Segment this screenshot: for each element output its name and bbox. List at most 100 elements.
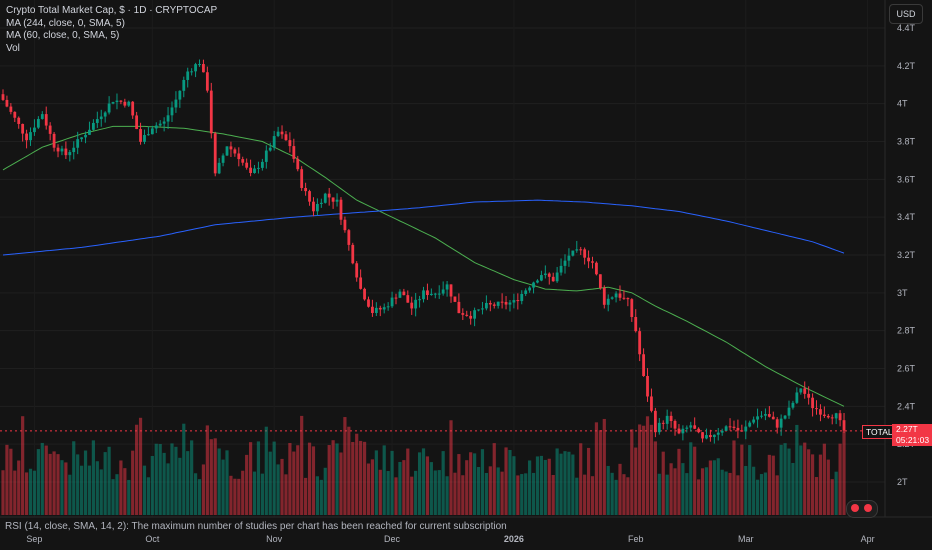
candle-body bbox=[669, 415, 673, 421]
candle-body bbox=[709, 435, 712, 438]
candle-body bbox=[36, 118, 40, 128]
candle-body bbox=[1, 94, 5, 100]
candle-body bbox=[103, 112, 107, 117]
candle-body bbox=[88, 129, 91, 135]
volume-bar bbox=[28, 468, 33, 515]
candle-body bbox=[614, 293, 618, 298]
price-axis: 4.4T 4.2T 4T 3.8T 3.6T 3.4T 3.2T 3T 2.8T 2.6T 2.4T… bbox=[884, 0, 916, 517]
volume-bar bbox=[429, 462, 433, 515]
volume-bar bbox=[386, 471, 390, 515]
volume-bar bbox=[366, 463, 371, 515]
volume-bar bbox=[512, 456, 516, 515]
candle-body bbox=[657, 422, 661, 433]
candle-body bbox=[473, 310, 476, 319]
candle-body bbox=[205, 72, 209, 91]
volume-bar bbox=[783, 443, 787, 515]
symbol-title[interactable]: Crypto Total Market Cap, $ · 1D · CRYPTO… bbox=[6, 5, 218, 16]
volume-bar bbox=[87, 465, 92, 515]
volume-bar bbox=[213, 438, 217, 515]
candle-body bbox=[724, 426, 728, 431]
candle-body bbox=[547, 273, 551, 277]
candle-body bbox=[52, 133, 56, 148]
volume-bar bbox=[516, 475, 520, 515]
studies-limit-icon[interactable] bbox=[846, 500, 878, 518]
volume-bar bbox=[111, 479, 115, 515]
volume-bar bbox=[24, 472, 29, 515]
candle-body bbox=[787, 407, 791, 416]
candle-body bbox=[264, 150, 268, 162]
price-tag-value-box: 2.27T 05:21:03 bbox=[892, 424, 932, 446]
volume-bar bbox=[276, 464, 280, 515]
volume-bar bbox=[708, 460, 712, 515]
volume-bar bbox=[182, 423, 186, 515]
volume-bar bbox=[453, 472, 457, 515]
volume-bar bbox=[170, 443, 174, 515]
candle-body bbox=[99, 116, 103, 120]
volume-bar bbox=[378, 469, 382, 515]
candle-body bbox=[834, 413, 838, 419]
candle-body bbox=[437, 293, 441, 295]
volume-bar bbox=[221, 459, 225, 515]
candle-body bbox=[378, 307, 382, 310]
candle-body bbox=[115, 100, 119, 103]
volume-bar bbox=[68, 474, 72, 515]
candle-body bbox=[653, 410, 657, 433]
candle-body bbox=[445, 284, 449, 290]
price-tag-label: TOTAL bbox=[862, 425, 897, 439]
volume-bar bbox=[496, 467, 500, 515]
indicator-ma60[interactable]: MA (60, close, 0, SMA, 5) bbox=[6, 30, 120, 41]
candle-body bbox=[410, 302, 414, 309]
volume-bar bbox=[382, 445, 386, 515]
volume-bar bbox=[571, 454, 575, 515]
candle-body bbox=[618, 293, 622, 298]
candle-body bbox=[838, 413, 842, 421]
volume-bar bbox=[543, 459, 547, 515]
volume-bar bbox=[421, 448, 426, 515]
candle-body bbox=[583, 249, 587, 258]
last-price-tag: TOTAL 2.27T 05:21:03 bbox=[862, 424, 932, 446]
volume-bar bbox=[174, 446, 178, 515]
volume-bar bbox=[539, 455, 544, 515]
volume-bar bbox=[1, 470, 5, 515]
candle-body bbox=[60, 148, 64, 152]
candle-body bbox=[563, 260, 567, 266]
candle-body bbox=[575, 249, 579, 251]
volume-bar bbox=[755, 479, 760, 515]
volume-bar bbox=[248, 442, 253, 515]
candle-body bbox=[225, 146, 229, 156]
candle-body bbox=[524, 290, 528, 294]
volume-bar bbox=[437, 470, 441, 515]
volume-bar bbox=[488, 466, 492, 515]
volume-bar bbox=[394, 477, 398, 515]
candle-body bbox=[158, 123, 162, 126]
volume-bar bbox=[162, 452, 166, 515]
alert-dot-icon bbox=[851, 504, 859, 512]
volume-bar bbox=[744, 466, 748, 515]
candle-body bbox=[304, 187, 308, 192]
candle-body bbox=[382, 307, 386, 310]
indicator-ma244[interactable]: MA (244, close, 0, SMA, 5) bbox=[6, 17, 125, 29]
candle-body bbox=[229, 146, 233, 150]
volume-bar bbox=[791, 462, 795, 515]
grid bbox=[0, 27, 885, 483]
candle-body bbox=[826, 415, 830, 418]
volume-bar bbox=[594, 422, 599, 515]
indicator-volume[interactable]: Vol bbox=[6, 42, 20, 54]
symbol-legend: Crypto Total Market Cap, $ · 1D · CRYPTO… bbox=[6, 5, 217, 55]
candle-body bbox=[170, 107, 174, 116]
y-tick-label: 2.8T bbox=[897, 326, 916, 336]
volume-bar bbox=[103, 452, 107, 515]
price-tag-countdown: 05:21:03 bbox=[896, 434, 930, 445]
currency-button[interactable]: USD bbox=[889, 4, 923, 24]
volume-bar bbox=[480, 449, 485, 515]
candle-body bbox=[119, 100, 123, 102]
candle-body bbox=[174, 99, 178, 108]
candle-body bbox=[740, 430, 744, 432]
volume-bar bbox=[268, 451, 272, 515]
x-tick-label: Apr bbox=[861, 534, 875, 544]
volume-bar bbox=[331, 440, 335, 515]
volume-bar bbox=[555, 448, 559, 515]
volume-bar bbox=[209, 439, 213, 515]
candle-body bbox=[80, 137, 83, 140]
